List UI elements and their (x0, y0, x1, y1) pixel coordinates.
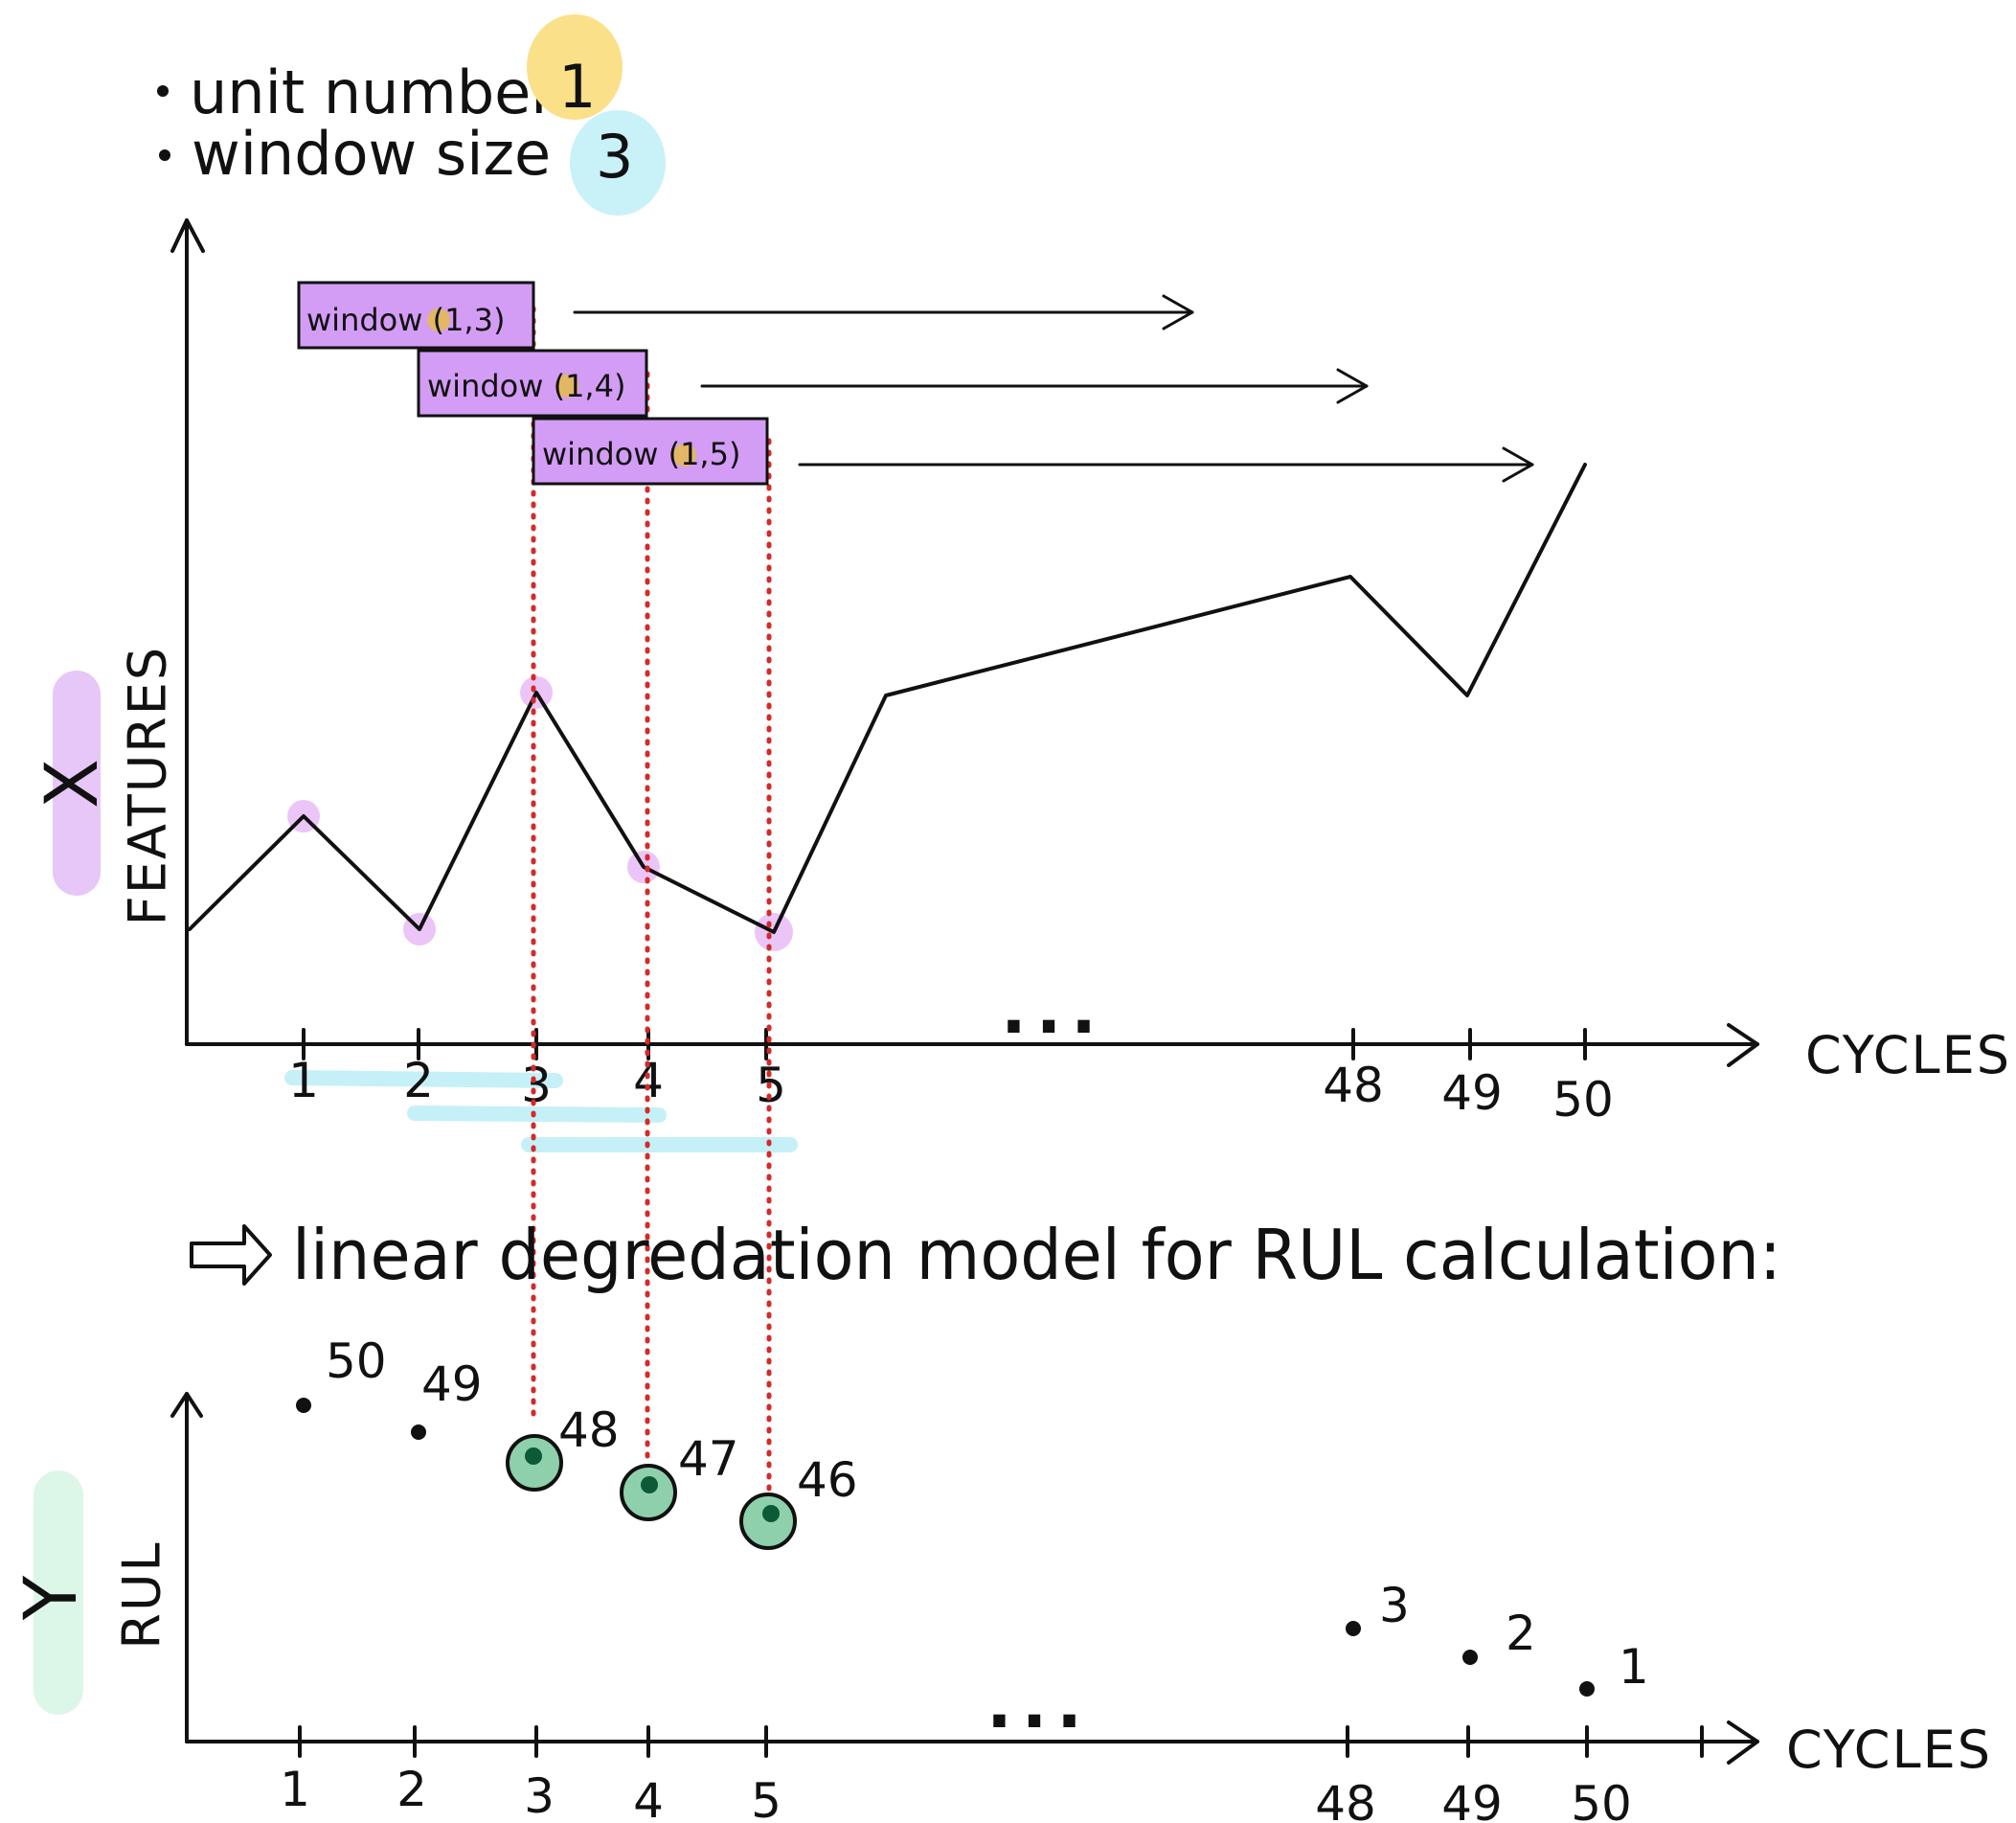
window-guide-lines (531, 306, 772, 1493)
window-underline-1 (284, 1070, 563, 1088)
model-caption: linear degredation model for RUL calcula… (190, 1215, 1781, 1295)
window-underline-2 (407, 1105, 667, 1123)
rul-tick-label-1: 1 (280, 1762, 310, 1817)
model-caption-text: linear degredation model for RUL calcula… (292, 1215, 1781, 1295)
window-box-3: window (1,5) (532, 417, 1534, 486)
window-box-1: window (1,3) (297, 281, 1194, 350)
rul-tick-label-3: 3 (524, 1768, 555, 1823)
unit-number-bullet (157, 85, 169, 97)
window-box-3-label: window (1,5) (542, 436, 740, 472)
features-tick-label-1: 1 (288, 1053, 319, 1108)
rul-ellipsis: ... (986, 1665, 1092, 1743)
window-box-1-rect (297, 281, 535, 350)
x-tag-highlight (53, 671, 101, 896)
rul-point-label-48: 3 (1379, 1578, 1410, 1633)
rul-point-cycle-48 (1346, 1621, 1361, 1636)
window-box-3-unit-dot (673, 444, 696, 467)
features-axis-title: FEATURES (118, 646, 178, 925)
window-box-2-arrow-head (1336, 368, 1369, 404)
window-size-bullet (159, 149, 170, 161)
feature-points (287, 676, 793, 951)
window-boxes: window (1,3) window (1,4) window (1,5) (297, 281, 1534, 486)
rul-x-axis-title: CYCLES (1786, 1720, 1992, 1780)
features-y-arrow-head (170, 218, 205, 253)
rul-point-label-3: 48 (558, 1402, 620, 1458)
features-tick-label-3: 3 (521, 1058, 552, 1113)
rul-tick-label-4: 4 (633, 1773, 664, 1823)
rul-points: 50 49 48 47 46 3 2 1 (296, 1333, 1649, 1697)
rul-point-cycle-3 (525, 1447, 542, 1465)
rul-point-cycle-4 (641, 1476, 658, 1493)
window-size-label: window size (192, 119, 551, 189)
rul-point-cycle-2 (411, 1424, 426, 1440)
rul-point-label-5: 46 (797, 1452, 858, 1508)
window-box-1-label: window (1,3) (306, 302, 505, 338)
rul-tick-label-48: 48 (1315, 1776, 1376, 1823)
x-tag: X (29, 759, 114, 809)
rul-point-label-49: 2 (1506, 1606, 1536, 1661)
rul-point-label-50: 1 (1619, 1639, 1649, 1695)
rul-chart: Y RUL CYCLES 1 2 3 4 5 48 49 50 (8, 1333, 1992, 1823)
rul-point-cycle-5 (762, 1505, 780, 1522)
window-size-value: 3 (596, 122, 633, 192)
header: unit number 1 window size 3 (157, 14, 666, 216)
rul-point-label-2: 49 (421, 1356, 483, 1412)
window-box-3-arrow-head (1502, 446, 1534, 483)
rul-point-label-4: 47 (678, 1431, 739, 1487)
features-x-arrow-head (1727, 1023, 1759, 1067)
rul-x-ticks: 1 2 3 4 5 48 49 50 (280, 1725, 1704, 1823)
rul-point-cycle-1 (296, 1398, 311, 1413)
unit-number-value: 1 (558, 52, 596, 122)
window-box-2: window (1,4) (417, 349, 1369, 418)
rul-tick-label-2: 2 (396, 1762, 427, 1817)
y-tag-highlight (34, 1470, 83, 1715)
window-box-2-label: window (1,4) (427, 368, 625, 404)
rul-point-label-1: 50 (326, 1333, 387, 1389)
features-ellipsis: ... (1001, 970, 1106, 1049)
feature-signal-line (188, 463, 1587, 934)
window-size-highlight (570, 110, 666, 216)
features-tick-label-2: 2 (403, 1053, 434, 1108)
rul-tick-label-50: 50 (1571, 1776, 1632, 1823)
unit-number-highlight (527, 14, 623, 120)
rul-tick-label-5: 5 (751, 1773, 781, 1823)
features-tick-label-48: 48 (1323, 1058, 1384, 1113)
window-underlines (284, 1070, 798, 1152)
features-tick-label-49: 49 (1441, 1065, 1503, 1121)
rul-y-arrow-head (170, 1392, 203, 1418)
y-tag: Y (8, 1575, 93, 1621)
implies-arrow-icon (190, 1224, 272, 1286)
rul-x-arrow-head (1727, 1720, 1759, 1765)
features-x-axis-title: CYCLES (1805, 1025, 2011, 1085)
window-box-2-unit-dot (555, 375, 578, 398)
features-chart: X FEATURES CYCLES 1 2 3 4 5 48 (29, 218, 2011, 1493)
window-box-1-unit-dot (427, 308, 450, 331)
rul-axis-title: RUL (112, 1540, 172, 1649)
rul-point-cycle-49 (1462, 1650, 1478, 1665)
window-box-1-arrow-head (1162, 294, 1194, 330)
rul-tick-label-49: 49 (1441, 1776, 1503, 1823)
window-box-3-rect (532, 417, 769, 486)
unit-number-label: unit number (190, 57, 555, 127)
features-tick-label-50: 50 (1552, 1072, 1614, 1128)
window-box-2-rect (417, 349, 648, 418)
rul-point-cycle-50 (1579, 1681, 1595, 1697)
